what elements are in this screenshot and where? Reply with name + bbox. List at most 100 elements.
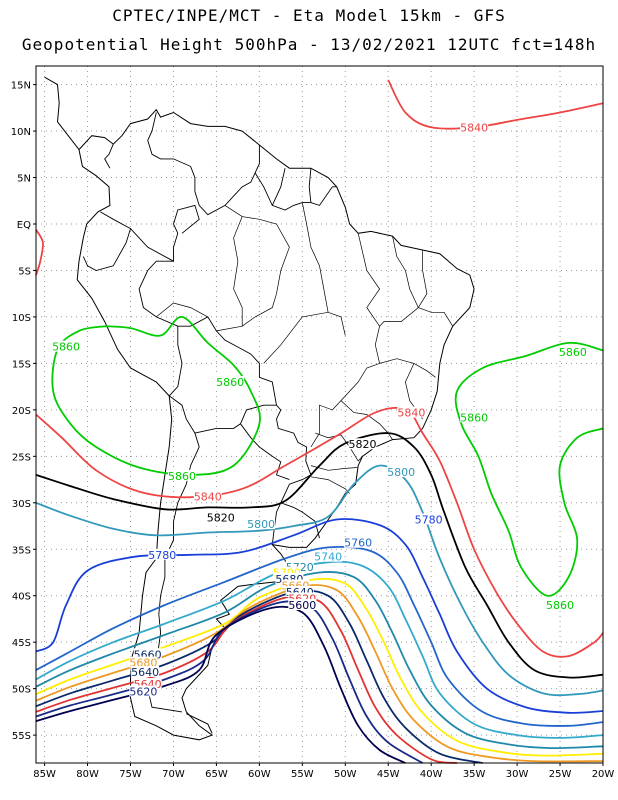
contour-label-bg	[247, 518, 276, 530]
lat-tick-label: 15N	[11, 81, 31, 92]
contour-5860	[454, 341, 604, 597]
contour-label: 5840	[460, 121, 488, 134]
lat-tick-label: EQ	[17, 220, 31, 231]
contour-label: 5860	[546, 599, 574, 612]
contour-label-bg	[460, 121, 489, 133]
chart-title-line-1: CPTEC/INPE/MCT - Eta Model 15km - GFS	[112, 6, 506, 25]
contour-layer	[35, 79, 604, 764]
lon-tick-label: 20W	[592, 769, 615, 780]
state-border	[216, 293, 277, 332]
contour-label-bg	[281, 579, 310, 591]
coastline	[76, 108, 475, 741]
contour-label-bg	[558, 346, 587, 358]
contour-5760	[35, 545, 604, 727]
lat-tick-label: 50S	[12, 685, 31, 696]
lat-tick-label: 20S	[12, 406, 31, 417]
contour-label: 5860	[52, 341, 80, 354]
country-border	[82, 211, 132, 271]
state-border	[340, 400, 393, 440]
contour-5840	[35, 229, 44, 276]
contour-label: 5820	[207, 512, 235, 525]
lon-tick-label: 30W	[506, 769, 529, 780]
country-border	[271, 502, 282, 545]
state-border	[379, 236, 419, 327]
contour-label-bg	[275, 572, 304, 584]
lon-tick-label: 35W	[463, 769, 486, 780]
contour-label: 5860	[460, 411, 488, 424]
contour-label-bg	[414, 513, 443, 525]
lon-tick-label: 60W	[248, 769, 271, 780]
contour-5820	[35, 432, 604, 679]
state-border	[315, 432, 363, 462]
contour-label-bg	[52, 340, 81, 352]
contour-label: 5740	[314, 551, 342, 564]
geography-layer	[44, 76, 475, 741]
chart-title-line-2: Geopotential Height 500hPa - 13/02/2021 …	[21, 35, 597, 54]
contour-label: 5820	[348, 438, 376, 451]
coastline	[44, 76, 80, 150]
contour-label-bg	[133, 648, 162, 660]
country-border	[194, 404, 277, 434]
state-border	[301, 202, 329, 313]
contour-label: 5860	[559, 346, 587, 359]
contour-5860	[51, 316, 261, 476]
lat-tick-label: 45S	[12, 638, 31, 649]
state-border	[263, 311, 346, 364]
contour-label-bg	[387, 466, 416, 478]
contour-label: 5860	[168, 470, 196, 483]
lat-tick-label: 10N	[11, 127, 31, 138]
contour-label-bg	[168, 469, 197, 481]
country-border	[147, 112, 260, 216]
contour-5800	[35, 464, 604, 697]
contour-label-layer: 5840 5840 5840 5860 5860 5860 5860 5860 5860 5820…	[52, 121, 587, 698]
contour-label: 5840	[397, 407, 425, 420]
country-border	[130, 228, 174, 262]
country-border	[254, 172, 337, 211]
lon-tick-label: 75W	[119, 769, 142, 780]
contour-label-bg	[460, 411, 489, 423]
state-border	[310, 476, 350, 494]
state-border	[310, 465, 358, 471]
contour-label-bg	[129, 656, 158, 668]
state-border	[233, 216, 243, 327]
contour-5700	[35, 577, 604, 757]
lon-tick-label: 45W	[377, 769, 400, 780]
lon-tick-label: 85W	[33, 769, 56, 780]
contour-label: 5640	[131, 666, 159, 679]
contour-5740	[35, 560, 604, 739]
contour-label: 5600	[288, 599, 316, 612]
contour-label: 5860	[216, 376, 244, 389]
contour-5620	[35, 600, 424, 764]
contour-5640	[35, 594, 458, 764]
contour-label-bg	[131, 665, 160, 677]
coastline	[186, 713, 213, 734]
contour-label: 5780	[148, 549, 176, 562]
lon-tick-label: 65W	[205, 769, 228, 780]
lon-tick-label: 25W	[549, 769, 572, 780]
contour-label-bg	[314, 550, 343, 562]
contour-label-bg	[344, 536, 373, 548]
contour-5780	[35, 518, 604, 714]
country-border	[177, 316, 320, 539]
lon-tick-label: 55W	[291, 769, 314, 780]
contour-label-bg	[348, 438, 377, 450]
contour-label-bg	[133, 678, 162, 690]
lat-tick-label: 55S	[12, 731, 31, 742]
lat-tick-label: 10S	[12, 313, 31, 324]
contour-5720	[35, 570, 604, 750]
contour-label-bg	[193, 490, 222, 502]
contour-label: 5800	[387, 466, 415, 479]
contour-label-bg	[272, 566, 301, 578]
lon-tick-label: 80W	[76, 769, 99, 780]
state-border	[418, 307, 453, 327]
country-border	[104, 143, 114, 169]
country-border	[240, 423, 290, 481]
contour-label: 5800	[247, 518, 275, 531]
contour-5840	[387, 79, 604, 130]
contour-label-bg	[288, 592, 317, 604]
contour-label: 5760	[344, 537, 372, 550]
contour-5600	[35, 605, 406, 764]
lat-tick-label: 5N	[17, 174, 31, 185]
lon-tick-label: 50W	[334, 769, 357, 780]
